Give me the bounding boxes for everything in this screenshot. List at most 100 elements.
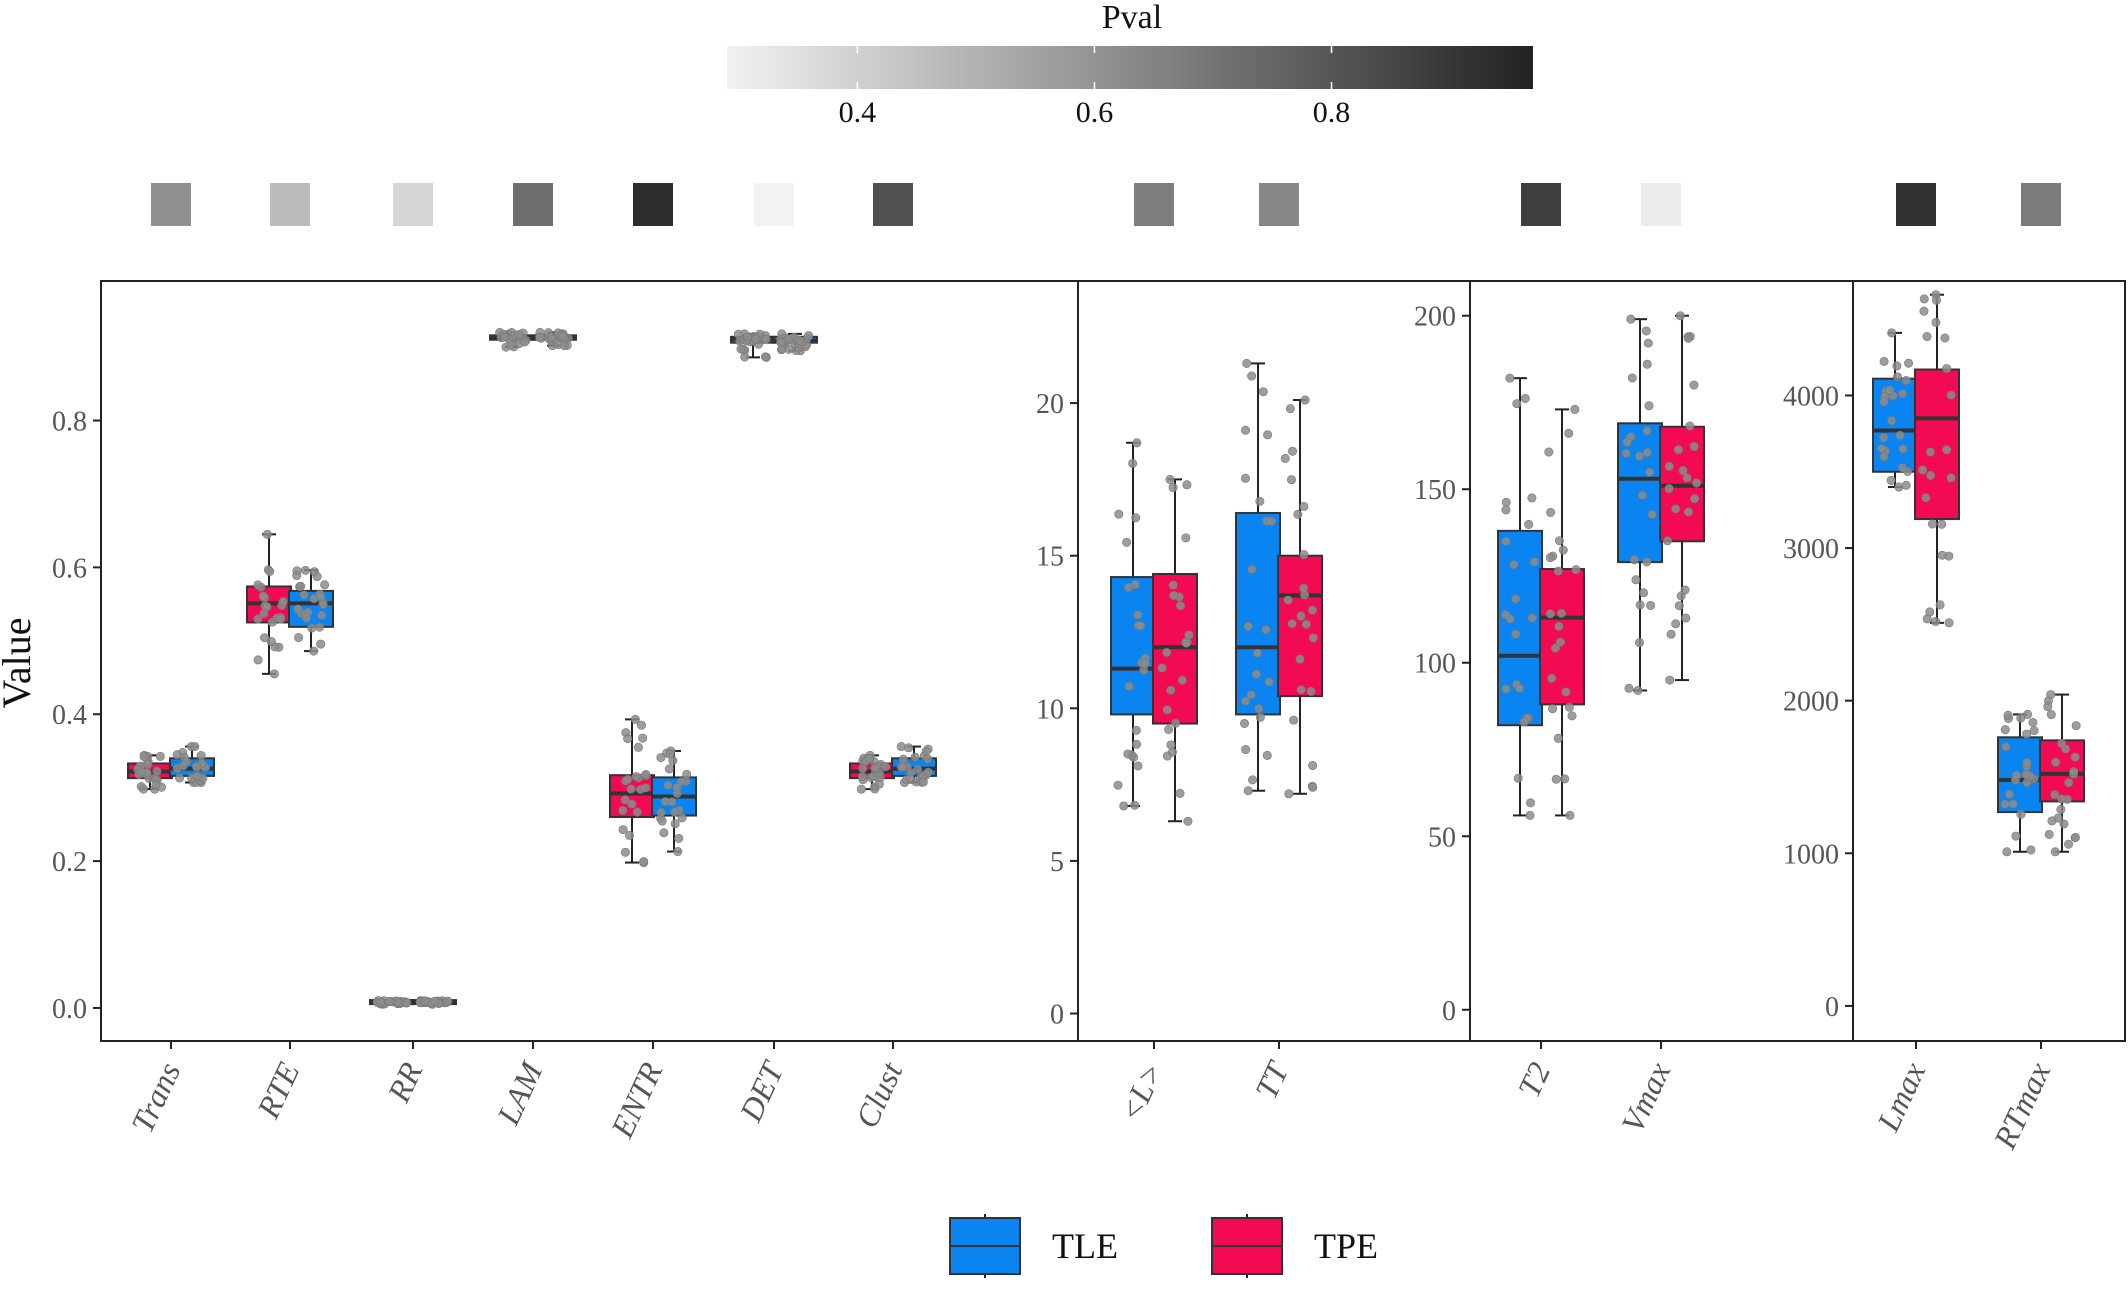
y-tick-label-0-8: 0.8 xyxy=(52,407,87,438)
data-point xyxy=(664,764,674,774)
box-det-tle xyxy=(772,329,818,356)
data-point xyxy=(1501,505,1511,515)
data-point xyxy=(1946,390,1956,400)
data-point xyxy=(1261,625,1271,635)
data-point xyxy=(2070,832,2080,842)
pval-tile-lam xyxy=(513,183,553,226)
data-point xyxy=(1643,338,1653,348)
data-point xyxy=(1558,545,1568,555)
y-tick-label-0-6: 0.6 xyxy=(52,553,87,584)
data-point xyxy=(1942,364,1952,374)
data-point xyxy=(1546,507,1556,517)
y-axis-title: Value xyxy=(0,617,39,708)
data-point xyxy=(1631,575,1641,585)
data-point xyxy=(2069,767,2079,777)
data-point xyxy=(665,749,675,759)
data-point xyxy=(1299,501,1309,511)
data-point xyxy=(620,847,630,857)
data-point xyxy=(384,996,394,1006)
y-tick-label-0-4: 0.4 xyxy=(52,700,87,731)
data-point xyxy=(2059,819,2069,829)
data-point xyxy=(1119,801,1129,811)
pval-tile-trans xyxy=(151,183,191,226)
data-point xyxy=(898,754,908,764)
data-point xyxy=(1624,683,1634,693)
data-point xyxy=(1524,519,1534,529)
box-t2-tle xyxy=(1497,373,1543,820)
box-rtmax-tle xyxy=(1997,709,2043,857)
data-point xyxy=(1168,580,1178,590)
data-point xyxy=(626,784,636,794)
data-point xyxy=(1634,451,1644,461)
data-point xyxy=(1525,810,1535,820)
panel-1: 0.0 0.2 0.4 0.6 0.8 xyxy=(52,280,1079,1042)
data-point xyxy=(294,633,304,643)
data-point xyxy=(1894,482,1904,492)
data-point xyxy=(1553,566,1563,576)
x-label-clust: Clust xyxy=(848,1056,910,1133)
data-point xyxy=(300,565,310,575)
data-point xyxy=(735,336,745,346)
data-point xyxy=(2000,725,2010,735)
data-point xyxy=(1247,564,1257,574)
x-label-lam: LAM xyxy=(489,1055,550,1131)
data-point xyxy=(1554,621,1564,631)
data-point xyxy=(1921,493,1931,503)
data-point xyxy=(137,767,147,777)
data-point xyxy=(1931,617,1941,627)
pval-tile-vmax xyxy=(1641,183,1681,226)
data-point xyxy=(500,332,510,342)
data-point xyxy=(1505,373,1515,383)
data-point xyxy=(262,602,272,612)
data-point xyxy=(1131,725,1141,735)
y-tick-label-20: 20 xyxy=(1036,389,1064,420)
x-axis-labels: Trans RTE RR LAM ENTR DET Clust <L> TT T2 Vmax Lmax… xyxy=(124,1041,2057,1155)
data-point xyxy=(299,590,309,600)
data-point xyxy=(1501,684,1511,694)
data-point xyxy=(1879,433,1889,443)
data-point xyxy=(1162,751,1172,761)
data-point xyxy=(269,669,279,679)
data-point xyxy=(618,825,628,835)
data-point xyxy=(897,762,907,772)
pval-tile-tt xyxy=(1259,183,1299,226)
data-point xyxy=(1247,371,1257,381)
box-vmax-tle xyxy=(1617,314,1663,695)
data-point xyxy=(155,751,165,761)
pval-tick-label-0-8: 0.8 xyxy=(1313,96,1351,129)
data-point xyxy=(1255,712,1265,722)
data-point xyxy=(1642,359,1652,369)
data-point xyxy=(1642,448,1652,458)
data-point xyxy=(673,847,683,857)
data-point xyxy=(520,337,530,347)
data-point xyxy=(265,566,275,576)
data-point xyxy=(318,599,328,609)
data-point xyxy=(656,753,666,763)
data-point xyxy=(1641,326,1651,336)
data-point xyxy=(641,783,651,793)
data-point xyxy=(1879,397,1889,407)
data-point xyxy=(1182,480,1192,490)
data-point xyxy=(1519,717,1529,727)
data-point xyxy=(657,816,667,826)
data-point xyxy=(1246,690,1256,700)
data-point xyxy=(1689,442,1699,452)
box-entr-tle xyxy=(651,746,697,857)
data-point xyxy=(1520,393,1530,403)
data-point xyxy=(630,714,640,724)
data-point xyxy=(1251,669,1261,679)
box-body xyxy=(1235,511,1281,716)
data-point xyxy=(1131,513,1141,523)
data-point xyxy=(1296,685,1306,695)
data-point xyxy=(1565,810,1575,820)
data-point xyxy=(1165,474,1175,484)
data-point xyxy=(1168,483,1178,493)
data-point xyxy=(1133,610,1143,620)
x-label-rte: RTE xyxy=(249,1056,306,1124)
data-point xyxy=(677,813,687,823)
data-point xyxy=(2057,739,2067,749)
data-point xyxy=(618,805,628,815)
data-point xyxy=(1635,638,1645,648)
data-point xyxy=(2016,809,2026,819)
